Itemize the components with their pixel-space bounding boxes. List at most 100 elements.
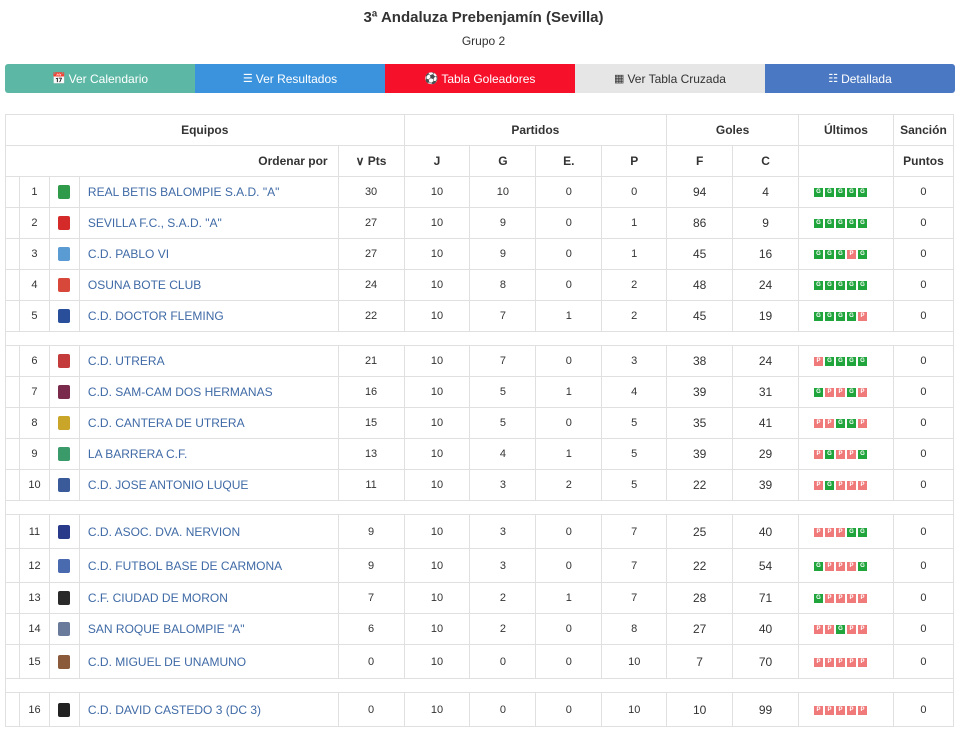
- team-name-link[interactable]: C.D. FUTBOL BASE DE CARMONA: [78, 548, 339, 583]
- form-loss-badge: P: [814, 357, 823, 367]
- form-win-badge: G: [825, 281, 834, 291]
- row-marker: [5, 469, 20, 501]
- drawn: 1: [535, 438, 603, 470]
- team-name-link[interactable]: C.D. JOSE ANTONIO LUQUE: [78, 469, 339, 501]
- standings-table: Equipos Partidos Goles Últimos Sanción O…: [5, 114, 955, 727]
- won: 5: [469, 376, 537, 408]
- form-win-badge: G: [814, 188, 823, 198]
- form-win-badge: G: [836, 281, 845, 291]
- form-loss-badge: P: [825, 594, 834, 604]
- points: 13: [337, 438, 405, 470]
- lost: 2: [601, 300, 668, 332]
- team-name-link[interactable]: REAL BETIS BALOMPIE S.A.D. "A": [78, 176, 339, 208]
- team-name-link[interactable]: C.D. MIGUEL DE UNAMUNO: [78, 644, 339, 679]
- page-header: 3ª Andaluza Prebenjamín (Sevilla) Grupo …: [0, 0, 967, 48]
- team-name-link[interactable]: OSUNA BOTE CLUB: [78, 269, 339, 301]
- position: 7: [18, 376, 50, 408]
- form-win-badge: G: [847, 312, 856, 322]
- form-loss-badge: P: [847, 481, 856, 491]
- played: 10: [403, 644, 471, 679]
- drawn: 2: [535, 469, 603, 501]
- position: 1: [18, 176, 50, 208]
- team-crest-icon: [58, 622, 71, 637]
- team-name-link[interactable]: SEVILLA F.C., S.A.D. "A": [78, 207, 339, 239]
- team-crest-icon: [58, 558, 71, 573]
- won: 0: [469, 644, 537, 679]
- sort-pts-button[interactable]: ∨ Pts: [337, 145, 405, 177]
- team-crest-icon: [58, 216, 71, 231]
- row-marker: [5, 613, 20, 645]
- team-crest-icon: [58, 385, 71, 400]
- form-win-badge: G: [847, 188, 856, 198]
- won: 2: [469, 582, 537, 614]
- goals-against: 71: [732, 582, 799, 614]
- detailed-button[interactable]: ☷ Detallada: [765, 64, 955, 93]
- team-name-link[interactable]: C.F. CIUDAD DE MORON: [78, 582, 339, 614]
- team-logo: [48, 692, 80, 727]
- team-name-link[interactable]: C.D. DAVID CASTEDO 3 (DC 3): [78, 692, 339, 727]
- position: 4: [18, 269, 50, 301]
- table-row: 6 C.D. UTRERA 21 10 7 0 3 38 24 P G G G G 0: [5, 345, 955, 377]
- form-win-badge: G: [814, 594, 823, 604]
- col-points: Puntos: [892, 145, 955, 177]
- team-name-link[interactable]: SAN ROQUE BALOMPIE "A": [78, 613, 339, 645]
- team-crest-icon: [58, 524, 71, 539]
- calendar-button[interactable]: 📅 Ver Calendario: [5, 64, 195, 93]
- drawn: 0: [535, 269, 603, 301]
- lost: 1: [601, 207, 668, 239]
- team-name-link[interactable]: C.D. ASOC. DVA. NERVION: [78, 514, 339, 549]
- form-loss-badge: P: [847, 594, 856, 604]
- cross-table-button[interactable]: ▦ Ver Tabla Cruzada: [575, 64, 765, 93]
- drawn: 0: [535, 345, 603, 377]
- grid-icon: ▦: [614, 73, 625, 85]
- goals-against: 40: [732, 613, 799, 645]
- results-button[interactable]: ☰ Ver Resultados: [195, 64, 385, 93]
- team-name-link[interactable]: C.D. SAM-CAM DOS HERMANAS: [78, 376, 339, 408]
- form-win-badge: G: [847, 388, 856, 398]
- form-loss-badge: P: [847, 250, 856, 260]
- form-loss-badge: P: [858, 388, 867, 398]
- row-marker: [5, 345, 20, 377]
- row-marker: [5, 176, 20, 208]
- group-separator: [5, 500, 954, 515]
- team-name-link[interactable]: C.D. UTRERA: [78, 345, 339, 377]
- teams-header: Equipos: [5, 114, 405, 146]
- team-crest-icon: [58, 416, 71, 431]
- played: 10: [403, 548, 471, 583]
- penalty-points: 0: [892, 407, 955, 439]
- team-name-link[interactable]: LA BARRERA C.F.: [78, 438, 339, 470]
- goals-header: Goles: [666, 114, 799, 146]
- form-win-badge: G: [814, 281, 823, 291]
- form-loss-badge: P: [836, 388, 845, 398]
- team-crest-icon: [58, 591, 71, 606]
- team-logo: [48, 238, 80, 270]
- team-name-link[interactable]: C.D. CANTERA DE UTRERA: [78, 407, 339, 439]
- lost: 2: [601, 269, 668, 301]
- form-loss-badge: P: [847, 657, 856, 667]
- team-name-link[interactable]: C.D. PABLO VI: [78, 238, 339, 270]
- goals-for: 86: [666, 207, 734, 239]
- won: 10: [469, 176, 537, 208]
- last-header: Últimos: [798, 114, 894, 146]
- goals-against: 99: [732, 692, 799, 727]
- form-win-badge: G: [836, 219, 845, 229]
- won: 4: [469, 438, 537, 470]
- lost: 7: [601, 582, 668, 614]
- form-loss-badge: P: [814, 657, 823, 667]
- form-loss-badge: P: [836, 594, 845, 604]
- team-name-link[interactable]: C.D. DOCTOR FLEMING: [78, 300, 339, 332]
- team-logo: [48, 376, 80, 408]
- row-marker: [5, 582, 20, 614]
- row-marker: [5, 692, 20, 727]
- table-row: 9 LA BARRERA C.F. 13 10 4 1 5 39 29 P G P P G 0: [5, 438, 955, 470]
- team-crest-icon: [58, 247, 71, 262]
- lost: 0: [601, 176, 668, 208]
- form-loss-badge: P: [836, 705, 845, 715]
- scorers-button[interactable]: ⚽ Tabla Goleadores: [385, 64, 575, 93]
- position: 11: [18, 514, 50, 549]
- form-win-badge: G: [858, 219, 867, 229]
